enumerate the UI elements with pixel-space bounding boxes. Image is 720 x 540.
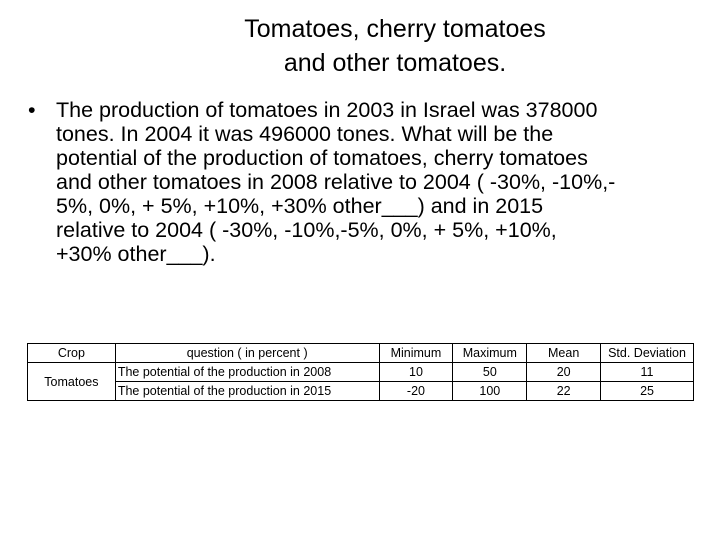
table-row: The potential of the production in 2015 … <box>28 381 694 401</box>
bullet-line: potential of the production of tomatoes,… <box>56 146 588 170</box>
table-header-row: Crop question ( in percent ) Minimum Max… <box>27 343 694 363</box>
header-crop: Crop <box>27 343 116 363</box>
bullet-text: The production of tomatoes in 2003 in Is… <box>56 98 696 266</box>
question-cell: The potential of the production in 2015 <box>114 381 380 401</box>
header-maximum: Maximum <box>452 343 528 363</box>
bullet-line: 5%, 0%, + 5%, +10%, +30% other___) and i… <box>56 194 544 218</box>
bullet-line: The production of tomatoes in 2003 in Is… <box>56 98 598 122</box>
title-line-2: and other tomatoes. <box>283 49 507 77</box>
crop-cell: Tomatoes <box>27 362 116 401</box>
mean-cell: 22 <box>526 381 602 401</box>
header-std-deviation: Std. Deviation <box>600 343 694 363</box>
bullet-line: +30% other___). <box>56 242 216 266</box>
bullet-paragraph: • The production of tomatoes in 2003 in … <box>28 98 708 266</box>
bullet-line: and other tomatoes in 2008 relative to 2… <box>56 170 616 194</box>
header-question: question ( in percent ) <box>114 343 380 363</box>
statistics-table: Crop question ( in percent ) Minimum Max… <box>27 343 694 401</box>
minimum-cell: -20 <box>378 381 454 401</box>
std-deviation-cell: 11 <box>600 362 694 382</box>
table-row: Tomatoes The potential of the production… <box>27 362 694 401</box>
maximum-cell: 50 <box>452 362 528 382</box>
bullet-line: relative to 2004 ( -30%, -10%,-5%, 0%, +… <box>56 218 557 242</box>
slide-title: Tomatoes, cherry tomatoes and other toma… <box>0 12 720 80</box>
minimum-cell: 10 <box>378 362 454 382</box>
mean-cell: 20 <box>526 362 602 382</box>
std-deviation-cell: 25 <box>600 381 694 401</box>
question-cell: The potential of the production in 2008 <box>114 362 380 382</box>
maximum-cell: 100 <box>452 381 528 401</box>
header-minimum: Minimum <box>378 343 454 363</box>
title-line-1: Tomatoes, cherry tomatoes <box>244 15 546 43</box>
bullet-line: tones. In 2004 it was 496000 tones. What… <box>56 122 554 146</box>
bullet-icon: • <box>28 98 36 122</box>
header-mean: Mean <box>526 343 602 363</box>
